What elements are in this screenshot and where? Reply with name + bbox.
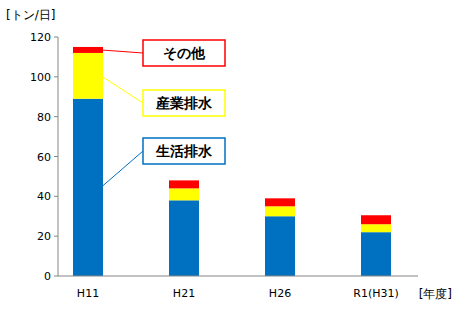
legend-label: 産業排水: [155, 95, 213, 111]
x-tick-label: H11: [77, 287, 99, 300]
legend-leader: [101, 76, 143, 103]
bar-segment: [73, 47, 103, 53]
y-axis: [58, 37, 59, 276]
y-tick: [54, 276, 58, 277]
x-axis: [58, 276, 418, 277]
bar-segment: [265, 198, 295, 206]
y-tick: [54, 76, 58, 77]
x-axis-label: [年度]: [419, 287, 452, 301]
y-tick: [54, 156, 58, 157]
bar-segment: [169, 180, 199, 188]
y-tick-label: 100: [30, 71, 51, 84]
legend-box: [143, 90, 225, 116]
legend-leader: [101, 151, 143, 187]
y-tick: [54, 116, 58, 117]
x-tick-label: H21: [173, 287, 195, 300]
bar-segment: [361, 232, 391, 276]
y-tick-label: 40: [37, 190, 51, 203]
bars: [73, 47, 391, 276]
chart: 0 20 40 60 80 100 120 H11 H21 H26 R1(H31) [トン/日] [年度…: [0, 0, 458, 309]
bar-segment: [361, 215, 391, 224]
bar-segment: [73, 99, 103, 276]
y-tick: [54, 37, 58, 38]
legend-leader: [101, 50, 143, 53]
legend-label: その他: [163, 45, 206, 61]
y-tick: [54, 196, 58, 197]
legend-label: 生活排水: [155, 143, 213, 159]
y-tick-label: 80: [37, 111, 51, 124]
y-tick-label: 0: [44, 270, 51, 283]
bar-segment: [73, 53, 103, 99]
bar-segment: [361, 224, 391, 232]
legend-box: [143, 40, 225, 66]
bar-segment: [265, 216, 295, 276]
x-tick-label: R1(H31): [353, 287, 399, 300]
bar-segment: [169, 200, 199, 276]
y-axis-label: [トン/日]: [6, 8, 55, 22]
y-tick-label: 60: [37, 151, 51, 164]
bar-segment: [265, 206, 295, 216]
y-tick-label: 120: [30, 31, 51, 44]
y-tick: [54, 236, 58, 237]
legend-box: [143, 138, 225, 164]
x-tick-label: H26: [269, 287, 291, 300]
bar-segment: [169, 188, 199, 200]
y-tick-label: 20: [37, 230, 51, 243]
